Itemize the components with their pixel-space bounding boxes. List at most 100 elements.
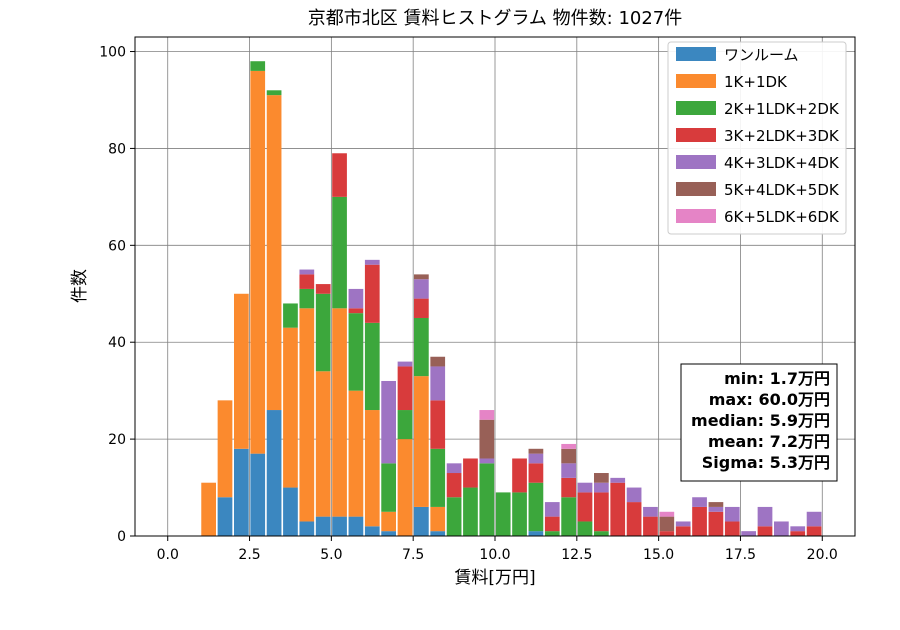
y-tick-label: 60 — [108, 238, 126, 254]
bar-segment — [594, 531, 609, 536]
bar-segment — [544, 516, 560, 532]
bar-segment — [577, 521, 593, 536]
bar-segment — [217, 497, 233, 536]
bar-segment — [544, 531, 560, 536]
bar-segment — [806, 511, 822, 527]
bar-segment — [430, 506, 446, 532]
bar-segment — [675, 521, 691, 527]
bar-segment — [708, 506, 724, 512]
bar-segment — [479, 410, 495, 420]
bar-segment — [250, 61, 266, 71]
x-tick-label: 10.0 — [479, 547, 510, 563]
bar-segment — [577, 492, 593, 522]
bar-segment — [659, 516, 675, 532]
bar-segment — [414, 317, 429, 377]
bar-segment — [299, 274, 315, 289]
bar-segment — [299, 269, 315, 275]
bar-segment — [430, 366, 446, 401]
bar-segment — [610, 477, 626, 483]
y-tick-label: 80 — [108, 141, 126, 157]
stats-line: Sigma: 5.3万円 — [702, 453, 830, 472]
bar-segment — [348, 390, 364, 517]
legend-swatch — [676, 209, 716, 223]
bar-segment — [315, 371, 331, 517]
legend-swatch — [676, 101, 716, 115]
bar-segment — [528, 531, 544, 536]
bar-segment — [266, 90, 282, 96]
bar-segment — [283, 327, 298, 488]
bar-segment — [397, 439, 413, 536]
bar-segment — [724, 521, 740, 536]
bar-segment — [790, 531, 806, 536]
bar-segment — [774, 521, 789, 536]
bar-segment — [201, 482, 216, 536]
bar-segment — [577, 482, 593, 493]
bar-segment — [708, 502, 724, 507]
bar-segment — [626, 487, 642, 503]
x-tick-label: 17.5 — [725, 547, 756, 563]
legend-swatch — [676, 47, 716, 61]
bar-segment — [364, 259, 380, 265]
bar-segment — [283, 303, 298, 328]
bar-segment — [675, 526, 691, 536]
chart-title: 京都市北区 賃料ヒストグラム 物件数: 1027件 — [308, 8, 683, 29]
bar-segment — [364, 410, 380, 527]
bar-segment — [332, 196, 347, 309]
bar-segment — [364, 264, 380, 323]
bar-segment — [610, 482, 626, 536]
bar-segment — [364, 322, 380, 411]
bar-segment — [692, 506, 707, 536]
bar-segment — [512, 458, 527, 493]
bar-segment — [234, 293, 249, 449]
bar-segment — [414, 298, 429, 318]
bar-segment — [332, 153, 347, 197]
legend-label: ワンルーム — [724, 46, 799, 64]
bar-segment — [348, 308, 364, 314]
bar-segment — [381, 511, 396, 532]
bar-segment — [414, 274, 429, 280]
bar-segment — [430, 531, 446, 536]
bar-segment — [315, 293, 331, 372]
bar-segment — [381, 463, 396, 512]
x-tick-label: 0.0 — [157, 547, 179, 563]
bar-segment — [414, 506, 429, 536]
bar-segment — [724, 506, 740, 522]
x-axis-ticks: 0.0 2.5 5.0 7.5 10.0 12.5 15.0 17.5 20.0 — [157, 536, 838, 563]
bar-segment — [381, 380, 396, 464]
bar-segment — [790, 526, 806, 532]
bar-segment — [397, 410, 413, 440]
y-axis-label: 件数 — [70, 269, 90, 303]
legend-swatch — [676, 74, 716, 88]
bar-segment — [708, 511, 724, 536]
stats-box-frame — [680, 363, 838, 482]
bar-segment — [544, 502, 560, 517]
bar-segment — [283, 487, 298, 536]
bar-segment — [332, 308, 347, 517]
bar-segment — [234, 448, 249, 536]
bar-segment — [250, 70, 266, 454]
legend-swatch — [676, 182, 716, 196]
legend-label: 3K+2LDK+3DK — [724, 127, 840, 145]
bar-segment — [430, 400, 446, 449]
bar-segment — [348, 313, 364, 391]
bar-segment — [348, 516, 364, 536]
bar-segment — [757, 526, 773, 536]
bar-segment — [430, 356, 446, 367]
bar-segment — [430, 448, 446, 507]
bar-segment — [594, 482, 609, 493]
legend-label: 1K+1DK — [724, 73, 788, 91]
legend-label: 2K+1LDK+2DK — [724, 100, 840, 118]
bar-segment — [217, 400, 233, 498]
x-tick-label: 20.0 — [807, 547, 838, 563]
x-tick-label: 2.5 — [238, 547, 260, 563]
bar-segment — [659, 511, 675, 517]
legend-label: 4K+3LDK+4DK — [724, 154, 840, 172]
bar-segment — [381, 531, 396, 536]
bar-segment — [626, 502, 642, 536]
x-tick-label: 12.5 — [561, 547, 592, 563]
bar-segment — [299, 288, 315, 309]
bar-segment — [364, 526, 380, 536]
y-axis-ticks: 0 20 40 60 80 100 — [99, 45, 135, 545]
bar-segment — [266, 95, 282, 411]
